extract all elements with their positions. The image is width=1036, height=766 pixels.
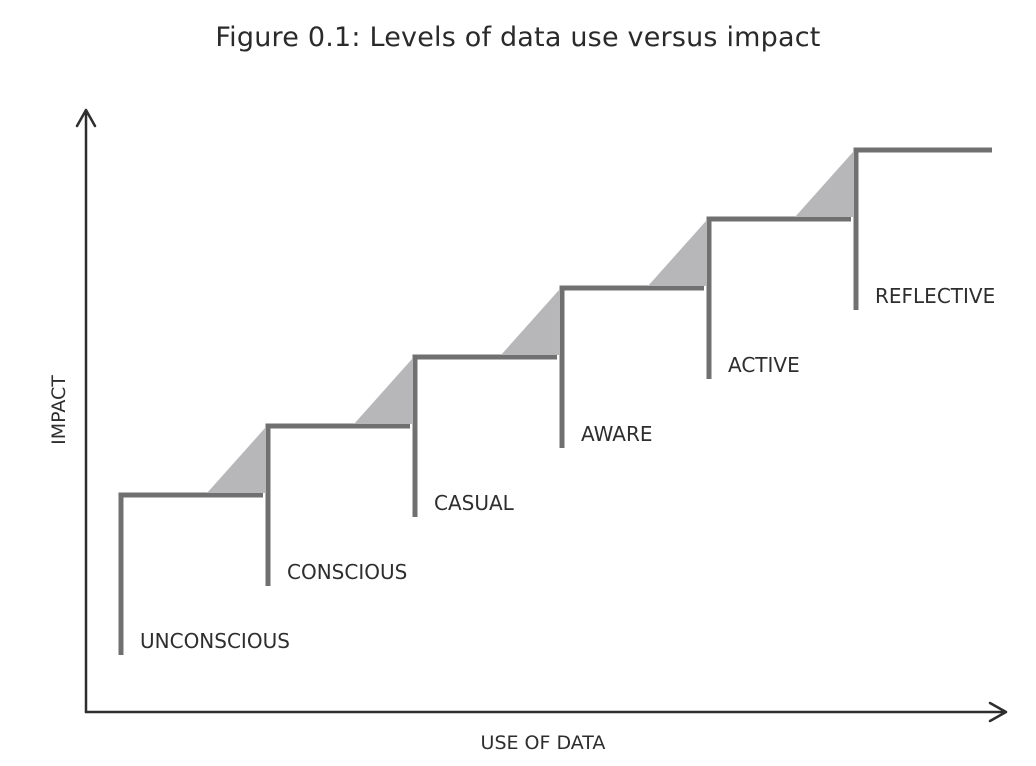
x-axis-label: USE OF DATA xyxy=(481,732,606,754)
step-label-unconscious: UNCONSCIOUS xyxy=(140,629,290,653)
step-active: ACTIVE xyxy=(648,216,851,379)
step-label-active: ACTIVE xyxy=(728,353,800,377)
step-reflective: REFLECTIVE xyxy=(795,147,995,310)
axes: USE OF DATA IMPACT xyxy=(48,108,1008,754)
step-line-unconscious xyxy=(118,492,263,655)
step-wedge-active xyxy=(648,221,706,286)
y-axis-label: IMPACT xyxy=(48,375,70,445)
step-casual: CASUAL xyxy=(354,354,557,517)
step-wedge-reflective xyxy=(795,152,853,217)
step-conscious: CONSCIOUS xyxy=(207,423,410,586)
step-line-reflective xyxy=(853,147,992,310)
steps: UNCONSCIOUS CONSCIOUS CASUAL AWARE ACTIVE REF… xyxy=(118,147,995,655)
step-label-reflective: REFLECTIVE xyxy=(875,284,995,308)
x-axis-arrow xyxy=(84,701,1008,723)
step-wedge-aware xyxy=(501,290,559,355)
step-wedge-casual xyxy=(354,359,412,424)
step-aware: AWARE xyxy=(501,285,704,448)
step-label-conscious: CONSCIOUS xyxy=(287,560,407,584)
step-line-active xyxy=(706,216,851,379)
step-wedge-conscious xyxy=(207,428,265,493)
step-label-aware: AWARE xyxy=(581,422,652,446)
step-line-conscious xyxy=(265,423,410,586)
y-axis-arrow xyxy=(75,108,97,714)
step-label-casual: CASUAL xyxy=(434,491,515,515)
step-unconscious: UNCONSCIOUS xyxy=(118,492,290,655)
step-line-aware xyxy=(559,285,704,448)
step-line-casual xyxy=(412,354,557,517)
figure-title: Figure 0.1: Levels of data use versus im… xyxy=(215,22,821,53)
